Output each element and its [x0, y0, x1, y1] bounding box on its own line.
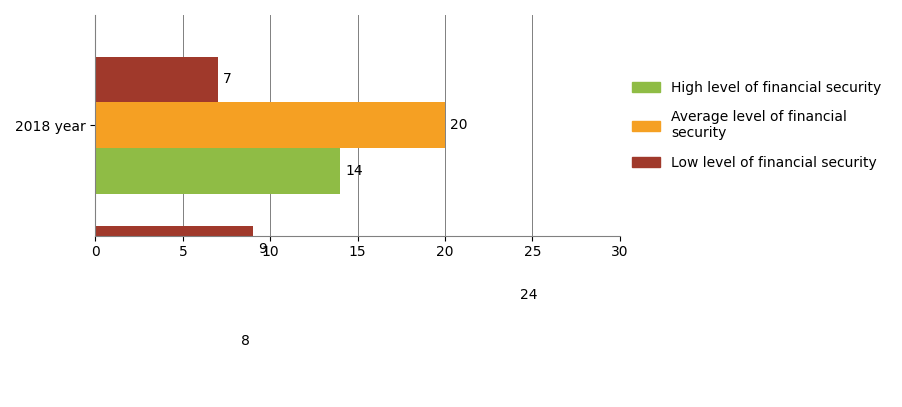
Text: 9: 9 [258, 242, 267, 256]
Bar [96, 148, 340, 194]
Text: 8: 8 [241, 334, 250, 348]
Text: 14: 14 [345, 164, 363, 178]
Bar [96, 226, 253, 272]
Bar [96, 103, 445, 148]
Text: 20: 20 [450, 118, 468, 132]
Bar [96, 318, 235, 363]
Text: 7: 7 [223, 72, 232, 86]
Text: 24: 24 [520, 288, 538, 302]
Bar [96, 272, 515, 318]
Bar [96, 57, 217, 103]
Legend: High level of financial security, Average level of financial
security, Low level: High level of financial security, Averag… [627, 75, 887, 175]
